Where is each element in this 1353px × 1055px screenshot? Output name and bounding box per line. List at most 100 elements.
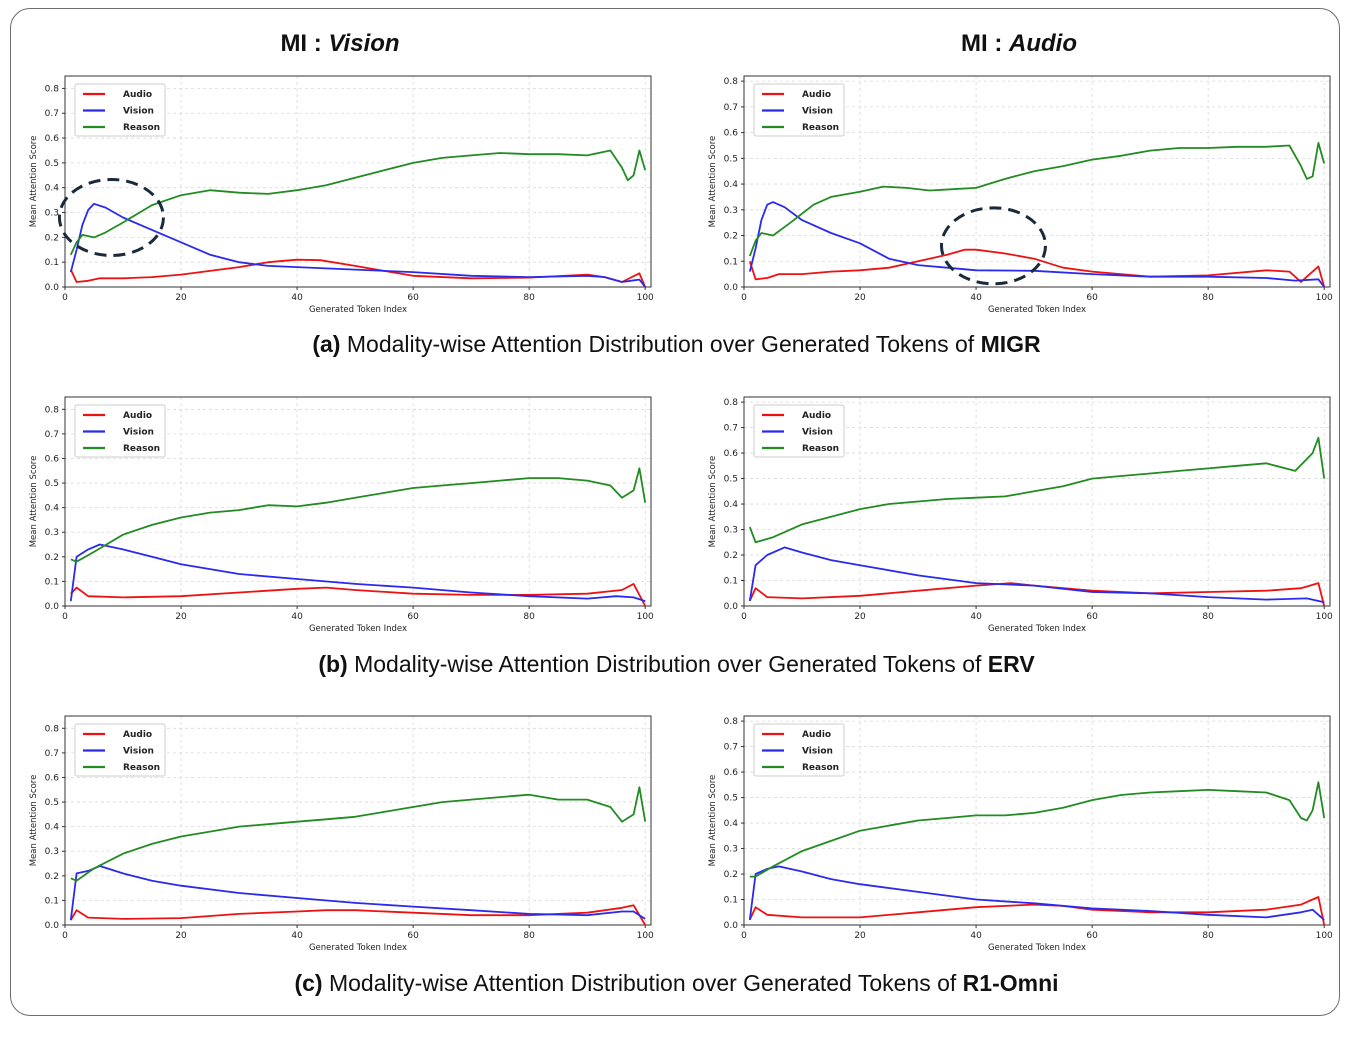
y-tick-label: 0.0 [45, 921, 60, 931]
y-tick-label: 0.5 [45, 798, 59, 808]
x-tick-label: 60 [1086, 931, 1098, 941]
x-tick-label: 0 [62, 612, 68, 622]
legend-box [74, 723, 166, 777]
legend-label-reason: Reason [802, 763, 839, 773]
y-axis-label: Mean Attention Score [708, 775, 718, 867]
y-tick-label: 0.6 [724, 768, 739, 778]
x-tick-label: 80 [523, 931, 535, 941]
x-axis-label: Generated Token Index [988, 624, 1086, 634]
y-tick-label: 0.8 [724, 717, 739, 727]
legend-label-audio: Audio [802, 90, 831, 100]
legend-label-vision: Vision [802, 747, 833, 757]
y-tick-label: 0.1 [724, 577, 738, 587]
legend-label-audio: Audio [802, 730, 831, 740]
y-tick-label: 0.0 [724, 602, 739, 612]
y-tick-label: 0.5 [45, 159, 59, 169]
series-line-vision [748, 201, 1325, 288]
column-title-audio: MI : Audio [961, 30, 1077, 57]
x-tick-label: 20 [854, 612, 866, 622]
y-tick-label: 0.0 [45, 602, 60, 612]
legend-label-vision: Vision [802, 107, 833, 117]
y-tick-label: 0.4 [724, 819, 739, 829]
plot-area [743, 75, 1331, 288]
y-tick-label: 0.8 [45, 84, 60, 94]
x-tick-label: 100 [637, 612, 654, 622]
x-tick-label: 40 [970, 931, 982, 941]
y-tick-label: 0.0 [45, 283, 60, 293]
y-tick-label: 0.3 [724, 526, 738, 536]
x-axis-label: Generated Token Index [988, 943, 1086, 953]
x-tick-label: 60 [407, 293, 419, 303]
x-tick-label: 0 [741, 612, 747, 622]
column-title-vision: MI : Vision [280, 30, 400, 57]
legend-label-audio: Audio [802, 411, 831, 421]
y-tick-label: 0.1 [45, 896, 59, 906]
series-line-reason [70, 786, 647, 882]
highlight-ellipse [939, 206, 1047, 286]
legend-label-reason: Reason [802, 123, 839, 133]
y-tick-label: 0.7 [45, 109, 59, 119]
plot-area [64, 396, 652, 607]
x-tick-label: 80 [523, 612, 535, 622]
y-tick-label: 0.3 [45, 847, 59, 857]
legend-box [74, 404, 166, 458]
y-tick-label: 0.8 [724, 77, 739, 87]
x-tick-label: 60 [1086, 293, 1098, 303]
y-tick-label: 0.7 [724, 103, 738, 113]
y-tick-label: 0.8 [45, 724, 60, 734]
x-tick-label: 40 [970, 612, 982, 622]
legend-label-reason: Reason [123, 444, 160, 454]
highlight-ellipse [57, 177, 165, 257]
y-tick-label: 0.3 [45, 209, 59, 219]
x-tick-label: 80 [1202, 612, 1214, 622]
y-tick-label: 0.5 [724, 154, 738, 164]
y-tick-label: 0.1 [724, 257, 738, 267]
x-tick-label: 20 [854, 293, 866, 303]
y-tick-label: 0.4 [724, 500, 739, 510]
x-tick-label: 0 [741, 931, 747, 941]
y-tick-label: 0.6 [724, 449, 739, 459]
x-tick-label: 60 [407, 612, 419, 622]
series-line-audio [70, 583, 646, 607]
series-line-reason [69, 149, 647, 256]
caption-a: (a) Modality-wise Attention Distribution… [312, 331, 1041, 357]
y-tick-label: 0.7 [45, 749, 59, 759]
plot-area [743, 396, 1331, 607]
legend-box [74, 83, 166, 137]
y-tick-label: 0.3 [724, 845, 738, 855]
legend-label-vision: Vision [123, 428, 154, 438]
x-tick-label: 20 [175, 293, 187, 303]
y-tick-label: 0.6 [724, 129, 739, 139]
x-tick-label: 100 [637, 931, 654, 941]
x-tick-label: 100 [1316, 293, 1333, 303]
legend-label-audio: Audio [123, 90, 152, 100]
y-tick-label: 0.2 [724, 232, 738, 242]
legend-label-reason: Reason [802, 444, 839, 454]
y-tick-label: 0.2 [45, 233, 59, 243]
x-axis-label: Generated Token Index [309, 943, 407, 953]
x-tick-label: 80 [1202, 293, 1214, 303]
y-tick-label: 0.6 [45, 773, 60, 783]
y-tick-label: 0.8 [45, 405, 60, 415]
x-tick-label: 60 [407, 931, 419, 941]
series-line-reason [70, 467, 647, 563]
legend-box [753, 723, 845, 777]
x-axis-label: Generated Token Index [988, 305, 1086, 315]
legend-label-vision: Vision [802, 428, 833, 438]
series-line-vision [69, 202, 646, 288]
y-tick-label: 0.3 [724, 206, 738, 216]
y-tick-label: 0.5 [724, 475, 738, 485]
y-tick-label: 0.4 [45, 504, 60, 514]
y-axis-label: Mean Attention Score [708, 136, 718, 228]
x-tick-label: 40 [291, 293, 303, 303]
x-tick-label: 40 [970, 293, 982, 303]
y-tick-label: 0.4 [724, 180, 739, 190]
series-line-vision [69, 543, 646, 602]
x-tick-label: 60 [1086, 612, 1098, 622]
